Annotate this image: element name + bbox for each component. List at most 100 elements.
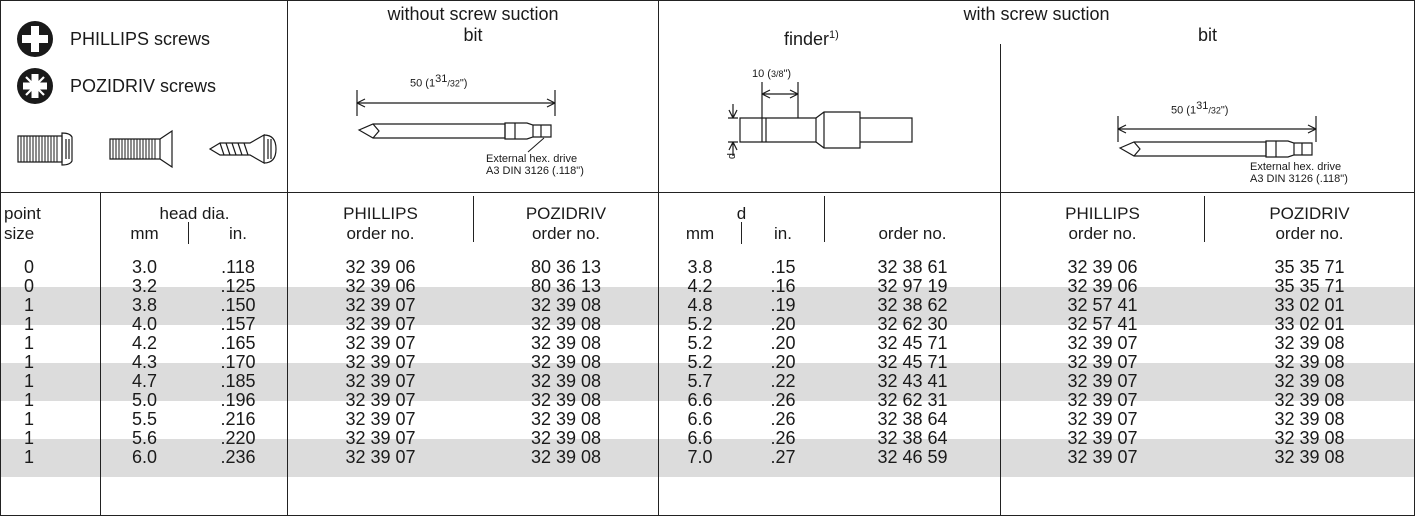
cell-din: .19 — [770, 295, 796, 315]
bit-drawing-2 — [1117, 116, 1317, 158]
bit-drawing — [356, 90, 556, 140]
cell-in: .216 — [220, 409, 256, 429]
cell-dmm: 6.6 — [687, 390, 713, 410]
cell-mm: 3.0 — [131, 257, 158, 277]
table-row: 0 3.0 .118 32 39 06 80 36 13 3.8 .15 32 38 61 32… — [0, 258, 1415, 277]
d-label: d — [726, 152, 739, 160]
cell-pz: 80 36 13 — [530, 257, 602, 277]
cell-mm: 3.2 — [131, 276, 158, 296]
cell-spz: 32 39 08 — [1274, 447, 1345, 467]
cell-din: .15 — [770, 257, 796, 277]
pozidriv-icon — [17, 68, 53, 104]
pozidriv-legend: POZIDRIV screws — [70, 76, 217, 96]
cell-in: .165 — [220, 333, 256, 353]
cell-sph: 32 39 07 — [1067, 409, 1138, 429]
col-d-in: in. — [774, 224, 792, 243]
screw-types-icon — [17, 129, 277, 169]
cell-pz: 32 39 08 — [530, 371, 602, 391]
cell-dmm: 4.8 — [687, 295, 713, 315]
cell-in: .196 — [220, 390, 256, 410]
cell-fo: 32 38 64 — [877, 409, 948, 429]
cell-ph: 32 39 07 — [345, 447, 416, 467]
cell-fo: 32 45 71 — [877, 352, 948, 372]
table-row: 1 5.6 .220 32 39 07 32 39 08 6.6 .26 32 38 64 32… — [0, 429, 1415, 448]
cell-ph: 32 39 07 — [345, 352, 416, 372]
cell-fo: 32 97 19 — [877, 276, 948, 296]
cell-in: .118 — [221, 257, 255, 277]
cell-pz: 32 39 08 — [530, 447, 602, 467]
cell-sph: 32 39 07 — [1067, 428, 1138, 448]
divider — [287, 0, 288, 516]
cell-din: .26 — [770, 390, 796, 410]
cell-dmm: 6.6 — [687, 428, 713, 448]
cell-spz: 35 35 71 — [1274, 257, 1345, 277]
col-in: in. — [229, 224, 247, 243]
table-row: 0 3.2 .125 32 39 06 80 36 13 4.2 .16 32 97 19 32… — [0, 277, 1415, 296]
cell-in: .170 — [220, 352, 256, 372]
cell-din: .22 — [770, 371, 796, 391]
col-phillips-order: order no. — [346, 224, 415, 243]
divider — [658, 0, 659, 516]
cell-dmm: 5.7 — [687, 371, 713, 391]
ext-drive-label-2: External hex. drive A3 DIN 3126 (.118") — [1250, 161, 1348, 185]
cell-dmm: 5.2 — [687, 314, 713, 334]
divider — [0, 192, 1415, 193]
finder-length-label: 10 (3/8") — [752, 68, 792, 80]
cell-din: .27 — [770, 447, 796, 467]
cell-spz: 32 39 08 — [1274, 390, 1345, 410]
cell-fo: 32 38 62 — [877, 295, 948, 315]
with-suction-title: with screw suction — [963, 4, 1110, 24]
col-pozidriv: POZIDRIV — [525, 204, 607, 223]
table-row: 1 4.0 .157 32 39 07 32 39 08 5.2 .20 32 62 30 32… — [0, 315, 1415, 334]
cell-fo: 32 38 61 — [877, 257, 948, 277]
cell-size: 1 — [23, 409, 34, 429]
cell-in: .236 — [220, 447, 256, 467]
without-suction-title: without screw suction — [387, 4, 559, 24]
cell-mm: 4.0 — [131, 314, 158, 334]
table-row: 1 3.8 .150 32 39 07 32 39 08 4.8 .19 32 38 62 32… — [0, 296, 1415, 315]
cell-spz: 32 39 08 — [1274, 352, 1345, 372]
cell-in: .125 — [220, 276, 256, 296]
cell-pz: 32 39 08 — [530, 352, 602, 372]
cell-pz: 32 39 08 — [530, 295, 602, 315]
table-row: 1 6.0 .236 32 39 07 32 39 08 7.0 .27 32 46 59 32… — [0, 448, 1415, 467]
cell-ph: 32 39 07 — [345, 428, 416, 448]
cell-fo: 32 62 31 — [877, 390, 948, 410]
cell-size: 0 — [23, 257, 34, 277]
cell-ph: 32 39 07 — [345, 333, 416, 353]
shaded-band — [1, 287, 1414, 325]
cell-mm: 4.7 — [131, 371, 158, 391]
bit-length-label-2: 50 (131/32") — [1171, 100, 1229, 117]
cell-din: .16 — [770, 276, 796, 296]
col-s-pozidriv-order: order no. — [1275, 224, 1344, 243]
cell-ph: 32 39 07 — [345, 295, 416, 315]
cell-in: .185 — [220, 371, 256, 391]
cell-spz: 33 02 01 — [1274, 295, 1345, 315]
col-s-phillips-order: order no. — [1068, 224, 1137, 243]
cell-ph: 32 39 07 — [345, 409, 416, 429]
cell-spz: 32 39 08 — [1274, 333, 1345, 353]
cell-dmm: 4.2 — [687, 276, 713, 296]
col-head-dia: head dia. — [159, 204, 230, 223]
shaded-band — [1, 439, 1414, 477]
cell-pz: 32 39 08 — [530, 409, 602, 429]
table-row: 1 5.5 .216 32 39 07 32 39 08 6.6 .26 32 38 64 32… — [0, 410, 1415, 429]
cell-sph: 32 57 41 — [1067, 295, 1138, 315]
cell-pz: 32 39 08 — [530, 314, 602, 334]
col-d-mm: mm — [685, 224, 715, 243]
cell-spz: 32 39 08 — [1274, 371, 1345, 391]
cell-din: .20 — [770, 352, 796, 372]
cell-size: 1 — [23, 447, 34, 467]
without-suction-bit: bit — [463, 25, 483, 45]
col-s-phillips: PHILLIPS — [1065, 204, 1140, 223]
cell-dmm: 7.0 — [687, 447, 713, 467]
cell-sph: 32 39 07 — [1067, 371, 1138, 391]
shaded-band — [1, 363, 1414, 401]
cell-ph: 32 39 07 — [345, 371, 416, 391]
cell-sph: 32 39 07 — [1067, 333, 1138, 353]
cell-size: 1 — [23, 333, 34, 353]
cell-fo: 32 62 30 — [877, 314, 948, 334]
cell-spz: 33 02 01 — [1274, 314, 1345, 334]
cell-sph: 32 39 07 — [1067, 352, 1138, 372]
